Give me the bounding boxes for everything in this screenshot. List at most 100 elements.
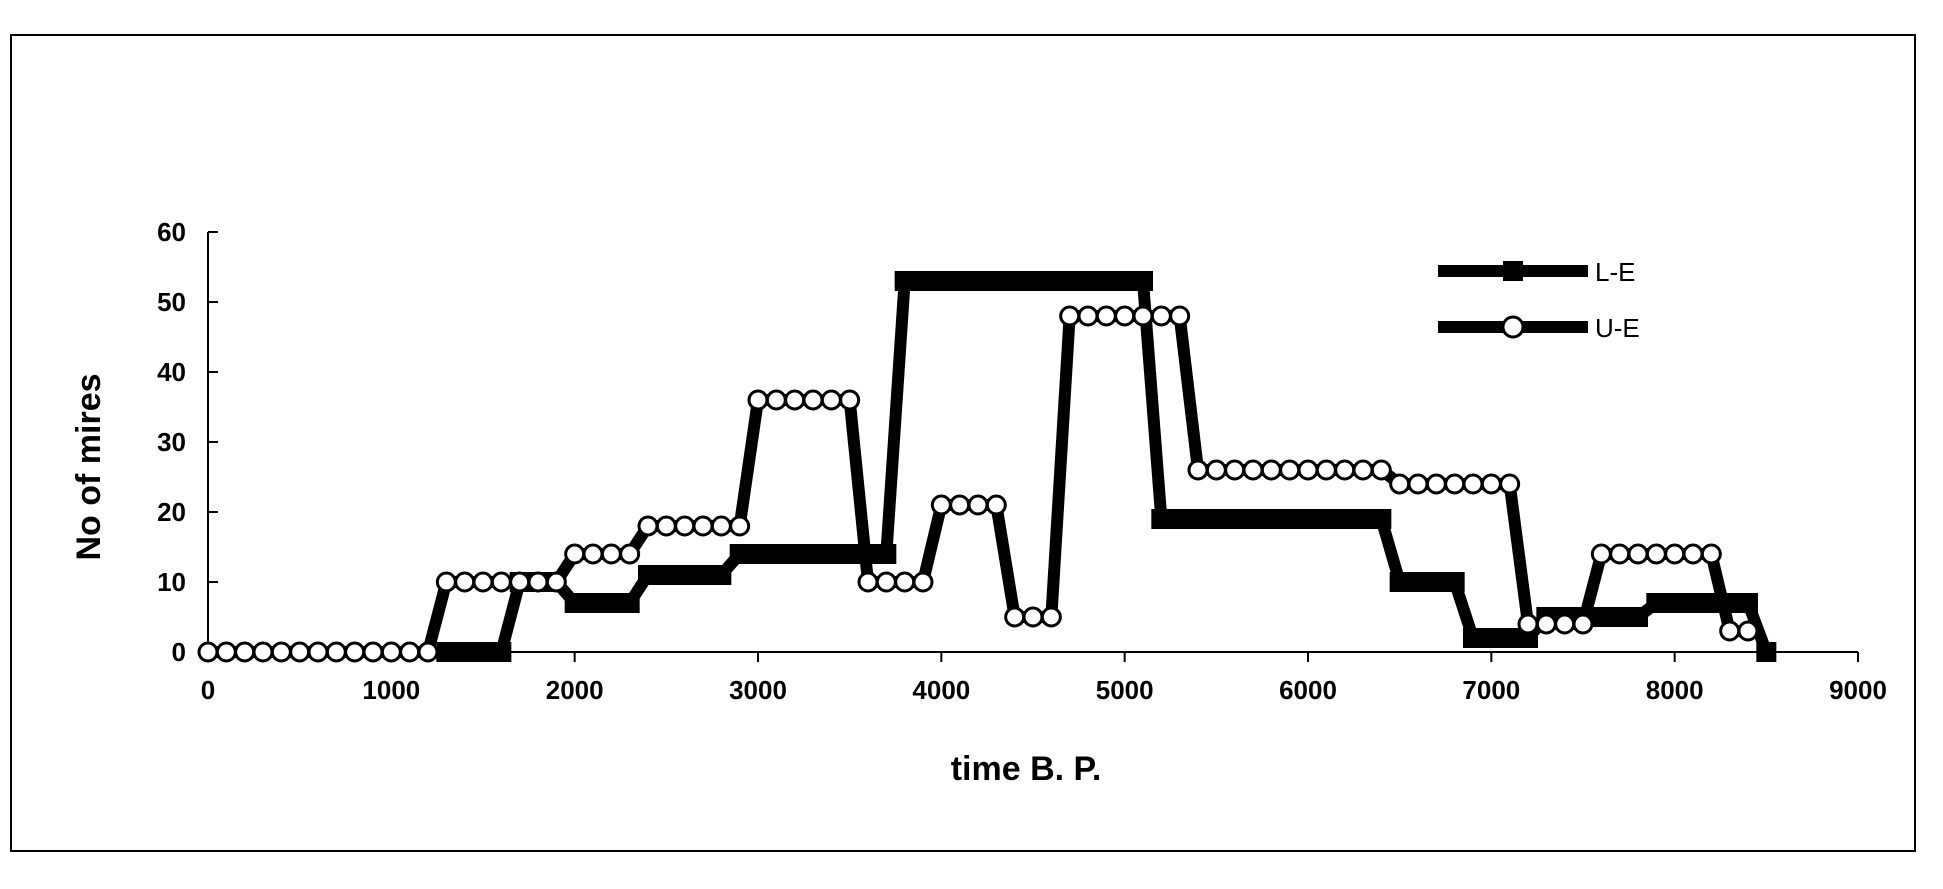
- data-point-square: [1298, 509, 1318, 529]
- data-point-circle: [270, 641, 292, 663]
- data-point-square: [748, 544, 768, 564]
- data-point-circle: [234, 641, 256, 663]
- data-point-square: [1426, 572, 1447, 592]
- data-point-circle: [1590, 543, 1612, 565]
- data-point-square: [839, 544, 860, 564]
- data-point-square: [1353, 509, 1373, 529]
- data-point-circle: [1077, 305, 1099, 327]
- y-tick-label: 40: [157, 357, 186, 387]
- data-point-square: [1078, 271, 1098, 291]
- data-point-circle: [472, 571, 494, 593]
- legend-label: L-E: [1595, 257, 1635, 287]
- x-tick-label: 4000: [912, 675, 970, 705]
- data-point-square: [986, 271, 1007, 291]
- data-point-circle: [637, 515, 659, 537]
- data-point-square: [1738, 593, 1758, 613]
- y-tick-label: 30: [157, 427, 186, 457]
- data-point-circle: [784, 389, 806, 411]
- data-point-square: [1041, 271, 1062, 291]
- data-point-circle: [527, 571, 549, 593]
- data-point-square: [619, 593, 640, 613]
- data-point-circle: [289, 641, 311, 663]
- data-point-circle: [619, 543, 641, 565]
- data-point-square: [784, 544, 805, 564]
- data-point-square: [1683, 593, 1703, 613]
- data-point-circle: [325, 641, 347, 663]
- data-point-circle: [252, 641, 274, 663]
- x-tick-label: 5000: [1096, 675, 1154, 705]
- data-point-circle: [380, 641, 402, 663]
- data-point-circle: [399, 641, 421, 663]
- x-tick-label: 8000: [1646, 675, 1704, 705]
- y-tick-label: 0: [172, 637, 186, 667]
- data-point-circle: [1700, 543, 1722, 565]
- data-point-circle: [1224, 459, 1246, 481]
- data-point-circle: [1462, 473, 1484, 495]
- data-point-circle: [1499, 473, 1521, 495]
- legend-marker-square: [1503, 261, 1523, 281]
- data-point-circle: [1737, 620, 1759, 642]
- data-point-square: [1059, 271, 1080, 291]
- data-point-circle: [1407, 473, 1429, 495]
- data-point-square: [876, 544, 897, 564]
- data-point-square: [601, 593, 622, 613]
- data-point-square: [1444, 572, 1465, 592]
- data-point-square: [1609, 607, 1630, 627]
- y-tick-label: 20: [157, 497, 186, 527]
- data-point-square: [656, 565, 677, 585]
- data-point-circle: [197, 641, 219, 663]
- data-point-circle: [1444, 473, 1466, 495]
- data-point-square: [1316, 509, 1337, 529]
- data-point-square: [711, 565, 732, 585]
- data-point-square: [1664, 593, 1685, 613]
- series-line: [446, 275, 1772, 658]
- data-point-square: [949, 271, 970, 291]
- data-point-square: [1389, 572, 1410, 592]
- data-point-square: [1371, 509, 1392, 529]
- data-point-square: [1279, 509, 1300, 529]
- data-point-circle: [215, 641, 237, 663]
- data-point-circle: [1664, 543, 1686, 565]
- legend: L-E U-E: [1438, 257, 1640, 343]
- y-tick-label: 10: [157, 567, 186, 597]
- x-tick-label: 1000: [362, 675, 420, 705]
- data-point-square: [1133, 271, 1153, 291]
- data-point-square: [968, 271, 988, 291]
- data-point-square: [1481, 628, 1502, 648]
- data-point-circle: [894, 571, 916, 593]
- data-point-circle: [600, 543, 622, 565]
- data-point-square: [1004, 271, 1025, 291]
- y-axis-title: No of mires: [70, 373, 108, 560]
- chart-frame: [10, 34, 1916, 852]
- data-point-square: [564, 593, 585, 613]
- data-point-square: [803, 544, 823, 564]
- data-point-square: [894, 271, 915, 291]
- data-point-circle: [307, 641, 329, 663]
- legend-marker-circle: [1501, 315, 1525, 339]
- data-point-circle: [490, 571, 512, 593]
- data-point-circle: [1645, 543, 1667, 565]
- data-point-circle: [729, 515, 751, 537]
- data-point-square: [1096, 271, 1117, 291]
- data-point-circle: [564, 543, 586, 565]
- data-point-square: [436, 642, 457, 662]
- data-point-circle: [1260, 459, 1282, 481]
- data-point-circle: [1572, 613, 1594, 635]
- data-point-circle: [1150, 305, 1172, 327]
- data-point-square: [1114, 271, 1135, 291]
- data-point-square: [766, 544, 787, 564]
- data-point-circle: [985, 494, 1007, 516]
- data-point-circle: [912, 571, 934, 593]
- data-point-square: [821, 544, 842, 564]
- data-point-circle: [1132, 305, 1154, 327]
- data-point-circle: [1480, 473, 1502, 495]
- data-point-circle: [802, 389, 824, 411]
- data-point-square: [473, 642, 493, 662]
- data-point-circle: [875, 571, 897, 593]
- data-point-circle: [1004, 606, 1026, 628]
- data-point-circle: [710, 515, 732, 537]
- data-point-circle: [344, 641, 366, 663]
- series-layer: [197, 271, 1777, 663]
- x-tick-label: 0: [201, 675, 215, 705]
- data-point-square: [1243, 509, 1263, 529]
